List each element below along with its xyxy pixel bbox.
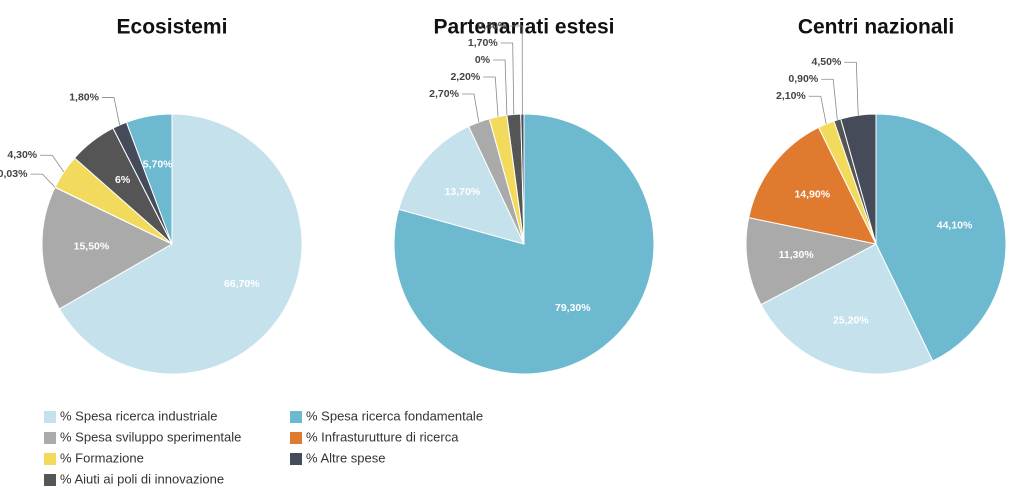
leader-line	[844, 61, 859, 116]
pie-slice	[398, 125, 525, 245]
leader-line	[40, 154, 65, 173]
chart-title: Ecosistemi	[117, 16, 228, 39]
legend-swatch	[44, 432, 56, 444]
legend-label: % Formazione	[60, 450, 144, 465]
pie-slice	[745, 217, 878, 306]
legend-swatch	[290, 411, 302, 423]
pie-slice	[58, 113, 303, 375]
slice-label: 0,03%	[0, 168, 28, 180]
slice-label: 1,70%	[468, 37, 498, 49]
slice-label: 0%	[475, 54, 491, 66]
legend-swatch	[44, 411, 56, 423]
slice-label: 44,10%	[937, 220, 973, 232]
legend-label: % Infrasturutture di ricerca	[306, 429, 459, 444]
slice-label: 4,50%	[812, 56, 842, 68]
chart-title: Centri nazionali	[798, 16, 954, 39]
slice-label: 15,50%	[74, 241, 110, 253]
slice-label: 79,30%	[555, 302, 591, 314]
slice-label: 2,70%	[429, 88, 459, 100]
legend-swatch	[290, 432, 302, 444]
leader-line	[808, 95, 827, 125]
legend-swatch	[44, 474, 56, 486]
pie-slice	[760, 243, 934, 375]
legend-label: % Spesa sviluppo sperimentale	[60, 429, 241, 444]
slice-label: 0,40%	[477, 20, 507, 32]
legend-label: % Spesa ricerca fondamentale	[306, 408, 483, 423]
legend-swatch	[44, 453, 56, 465]
legend-label: % Aiuti ai poli di innovazione	[60, 471, 224, 486]
leader-line	[510, 25, 523, 115]
leader-line	[493, 59, 508, 116]
legend-label: % Altre spese	[306, 450, 386, 465]
slice-label: 2,10%	[776, 90, 806, 102]
pie-slice	[41, 186, 174, 310]
slice-label: 11,30%	[779, 249, 815, 261]
chart-title: Partenariati estesi	[434, 16, 615, 39]
pie-slice	[748, 126, 877, 245]
slice-label: 6%	[115, 174, 131, 186]
leader-line	[500, 42, 515, 115]
slice-label: 13,70%	[445, 186, 481, 198]
slice-label: 1,80%	[69, 91, 99, 103]
legend-label: % Spesa ricerca industriale	[60, 408, 218, 423]
leader-line	[461, 93, 480, 123]
legend-swatch	[290, 453, 302, 465]
slice-label: 25,20%	[833, 314, 869, 326]
slice-label: 66,70%	[224, 278, 260, 290]
leader-line	[30, 173, 56, 188]
pie-slice	[125, 113, 173, 245]
slice-label: 5,70%	[143, 158, 173, 170]
leader-line	[483, 76, 499, 117]
slice-label: 0,90%	[788, 73, 818, 85]
leader-line	[821, 78, 838, 120]
leader-line	[101, 97, 121, 126]
slice-label: 4,30%	[7, 149, 37, 161]
pie-slice	[875, 113, 1007, 362]
slice-label: 14,90%	[794, 188, 830, 200]
slice-label: 2,20%	[450, 71, 480, 83]
